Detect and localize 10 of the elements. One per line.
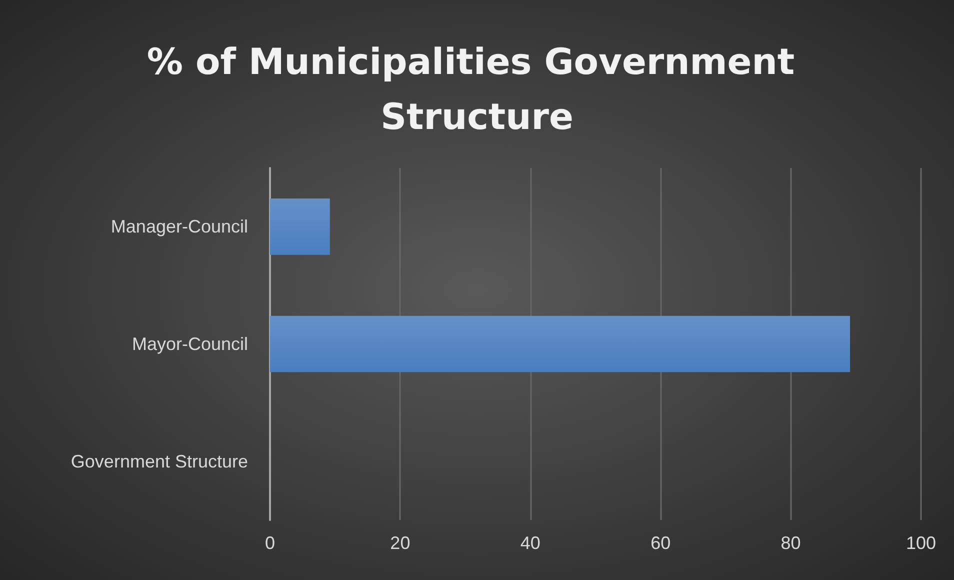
x-tick-label: 100	[906, 533, 936, 553]
x-tick-label: 20	[390, 533, 410, 553]
chart-title: % of Municipalities Government Structure	[146, 42, 808, 138]
x-tick-label: 80	[780, 533, 801, 553]
y-tick-label: Government Structure	[70, 451, 248, 472]
y-tick-label: Manager-Council	[110, 216, 248, 237]
x-tick-label: 40	[520, 533, 540, 553]
y-tick-label: Mayor-Council	[132, 334, 248, 354]
x-tick-label: 60	[650, 533, 671, 553]
x-tick-label: 0	[264, 533, 276, 553]
